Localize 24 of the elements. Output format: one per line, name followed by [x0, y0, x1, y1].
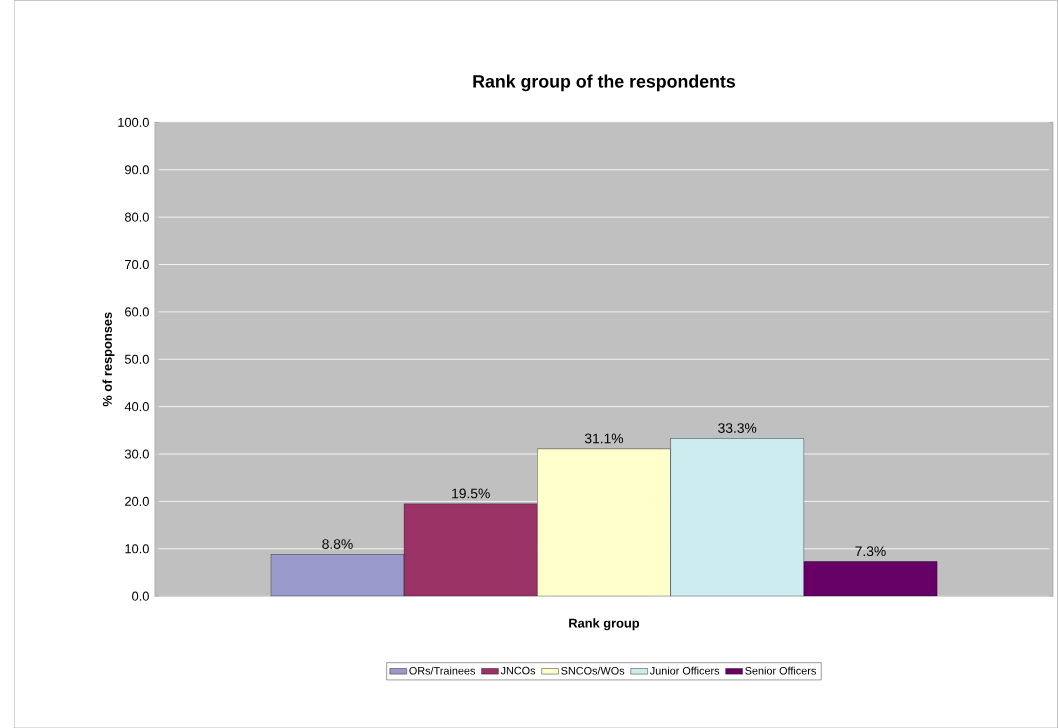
- legend-label: Junior Officers: [649, 666, 720, 675]
- y-tick-label: 0.0: [132, 591, 149, 601]
- legend-label: JNCOs: [500, 666, 536, 675]
- data-label: 31.1%: [584, 433, 624, 444]
- data-label: 7.3%: [855, 546, 886, 556]
- y-axis-title: % of responses: [102, 312, 115, 407]
- data-label: 19.5%: [452, 488, 490, 499]
- data-label: 33.3%: [718, 422, 757, 433]
- y-tick-label: 70.0: [125, 259, 149, 269]
- y-tick-label: 40.0: [124, 401, 149, 411]
- legend-label: SNCOs/WOs: [561, 666, 625, 675]
- chart-title: Rank group of the respondents: [473, 74, 736, 92]
- y-tick-label: 60.0: [125, 307, 149, 317]
- data-label: 8.8%: [322, 539, 353, 549]
- y-tick-label: 10.0: [125, 544, 149, 554]
- legend-label: Senior Officers: [745, 666, 816, 675]
- y-tick-label: 50.0: [124, 354, 149, 364]
- y-tick-label: 30.0: [124, 449, 149, 459]
- y-tick-label: 90.0: [125, 165, 149, 175]
- y-tick-label: 80.0: [124, 212, 149, 222]
- y-tick-label: 20.0: [125, 496, 149, 506]
- legend-label: ORs/Trainees: [409, 666, 476, 675]
- x-axis-title: Rank group: [569, 618, 640, 631]
- y-tick-label: 100.0: [118, 117, 149, 127]
